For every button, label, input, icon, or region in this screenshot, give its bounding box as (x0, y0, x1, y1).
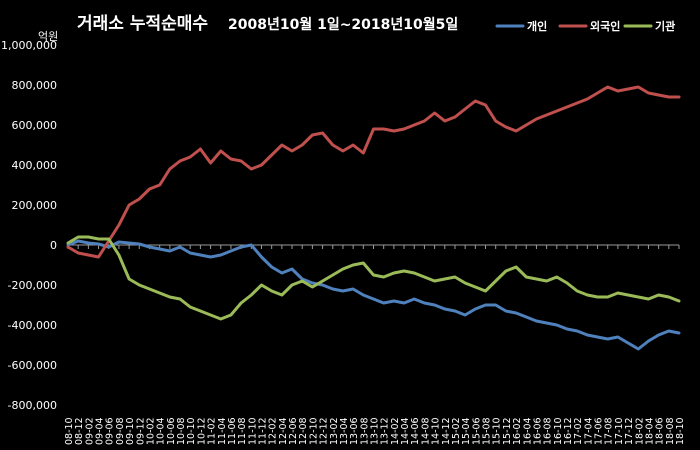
x-tick-label: 15-08 (482, 417, 493, 445)
x-tick-label: 15-06 (471, 417, 482, 445)
x-tick-label: 10-04 (156, 417, 167, 445)
x-tick-label: 12-08 (298, 417, 309, 445)
x-tick-label: 17-10 (614, 417, 625, 445)
x-tick-label: 12-04 (278, 417, 289, 445)
y-tick-label: -600,000 (8, 359, 57, 372)
x-tick-label: 09-12 (135, 417, 146, 445)
x-tick-label: 13-02 (329, 417, 340, 445)
x-tick-label: 17-12 (624, 417, 635, 445)
x-tick-label: 14-08 (420, 417, 431, 445)
x-tick-label: 10-10 (186, 417, 197, 445)
y-axis-ticks: 1,000,000 800,000 600,000 400,000 200,000 0 -2… (1, 39, 57, 412)
chart-subtitle: 2008년10월 1일~2018년10월5일 (228, 16, 458, 33)
x-tick-label: 08-12 (74, 417, 85, 445)
x-tick-label: 18-06 (655, 417, 666, 445)
series-line-2 (66, 85, 681, 259)
x-tick-label: 15-10 (492, 417, 503, 445)
x-tick-label: 12-06 (288, 417, 299, 445)
x-tick-label: 14-02 (390, 417, 401, 445)
x-tick-label: 11-04 (217, 417, 228, 445)
x-tick-label: 13-10 (370, 417, 381, 445)
x-tick-label: 11-02 (207, 417, 218, 445)
x-tick-label: 09-06 (105, 417, 116, 445)
x-tick-label: 11-10 (247, 417, 258, 445)
x-tick-label: 10-12 (196, 417, 207, 445)
x-tick-label: 08-10 (64, 417, 75, 445)
legend-label: 외국인 (590, 19, 620, 33)
series-line-1 (66, 239, 681, 351)
x-tick-label: 10-08 (176, 417, 187, 445)
x-tick-label: 13-12 (380, 417, 391, 445)
y-axis-unit: 억원 (38, 30, 58, 43)
x-tick-label: 10-02 (145, 417, 156, 445)
y-tick-label: -800,000 (8, 399, 57, 412)
x-tick-label: 16-10 (553, 417, 564, 445)
x-tick-label: 14-12 (441, 417, 452, 445)
x-tick-label: 15-02 (451, 417, 462, 445)
x-tick-label: 11-08 (237, 417, 248, 445)
x-tick-label: 13-06 (349, 417, 360, 445)
x-tick-label: 17-02 (573, 417, 584, 445)
x-tick-label: 14-10 (431, 417, 442, 445)
x-tick-label: 13-08 (359, 417, 370, 445)
legend-label: 기관 (655, 19, 675, 33)
x-tick-label: 09-04 (95, 417, 106, 445)
series-line-3 (66, 235, 681, 321)
x-tick-label: 15-12 (502, 417, 513, 445)
x-tick-label: 16-02 (512, 417, 523, 445)
x-tick-label: 12-10 (308, 417, 319, 445)
y-tick-label: 200,000 (12, 199, 58, 212)
x-tick-label: 11-12 (257, 417, 268, 445)
x-tick-label: 09-10 (125, 417, 136, 445)
x-tick-label: 12-12 (319, 417, 330, 445)
x-tick-label: 13-04 (339, 417, 350, 445)
legend-label: 개인 (527, 19, 547, 33)
x-tick-label: 18-04 (644, 417, 655, 445)
legend: 개인 외국인 기관 (495, 19, 675, 33)
x-tick-label: 09-02 (84, 417, 95, 445)
x-tick-label: 14-06 (410, 417, 421, 445)
x-tick-label: 17-04 (583, 417, 594, 445)
series-lines (66, 85, 681, 351)
x-tick-label: 17-08 (604, 417, 615, 445)
y-tick-label: 1,000,000 (1, 39, 57, 52)
y-tick-label: -400,000 (8, 319, 57, 332)
x-tick-label: 18-02 (634, 417, 645, 445)
y-tick-label: 400,000 (12, 159, 58, 172)
x-tick-label: 14-04 (400, 417, 411, 445)
x-tick-label: 18-08 (665, 417, 676, 445)
x-tick-label: 10-06 (166, 417, 177, 445)
y-tick-label: 0 (50, 239, 57, 252)
y-tick-label: 800,000 (12, 79, 58, 92)
x-tick-label: 09-08 (115, 417, 126, 445)
x-tick-label: 18-10 (675, 417, 686, 445)
x-tick-label: 16-12 (563, 417, 574, 445)
x-tick-label: 16-06 (532, 417, 543, 445)
x-axis-ticks: 08-10 08-12 09-02 09-04 09-06 09-08 09-10 09-12… (64, 417, 686, 445)
x-tick-label: 16-04 (522, 417, 533, 445)
y-tick-label: -200,000 (8, 279, 57, 292)
x-tick-label: 16-08 (543, 417, 554, 445)
x-tick-label: 11-06 (227, 417, 238, 445)
x-tick-label: 15-04 (461, 417, 472, 445)
y-tick-label: 600,000 (12, 119, 58, 132)
x-tick-label: 17-06 (594, 417, 605, 445)
x-tick-label: 12-02 (268, 417, 279, 445)
chart-title: 거래소 누적순매수 (77, 14, 208, 34)
